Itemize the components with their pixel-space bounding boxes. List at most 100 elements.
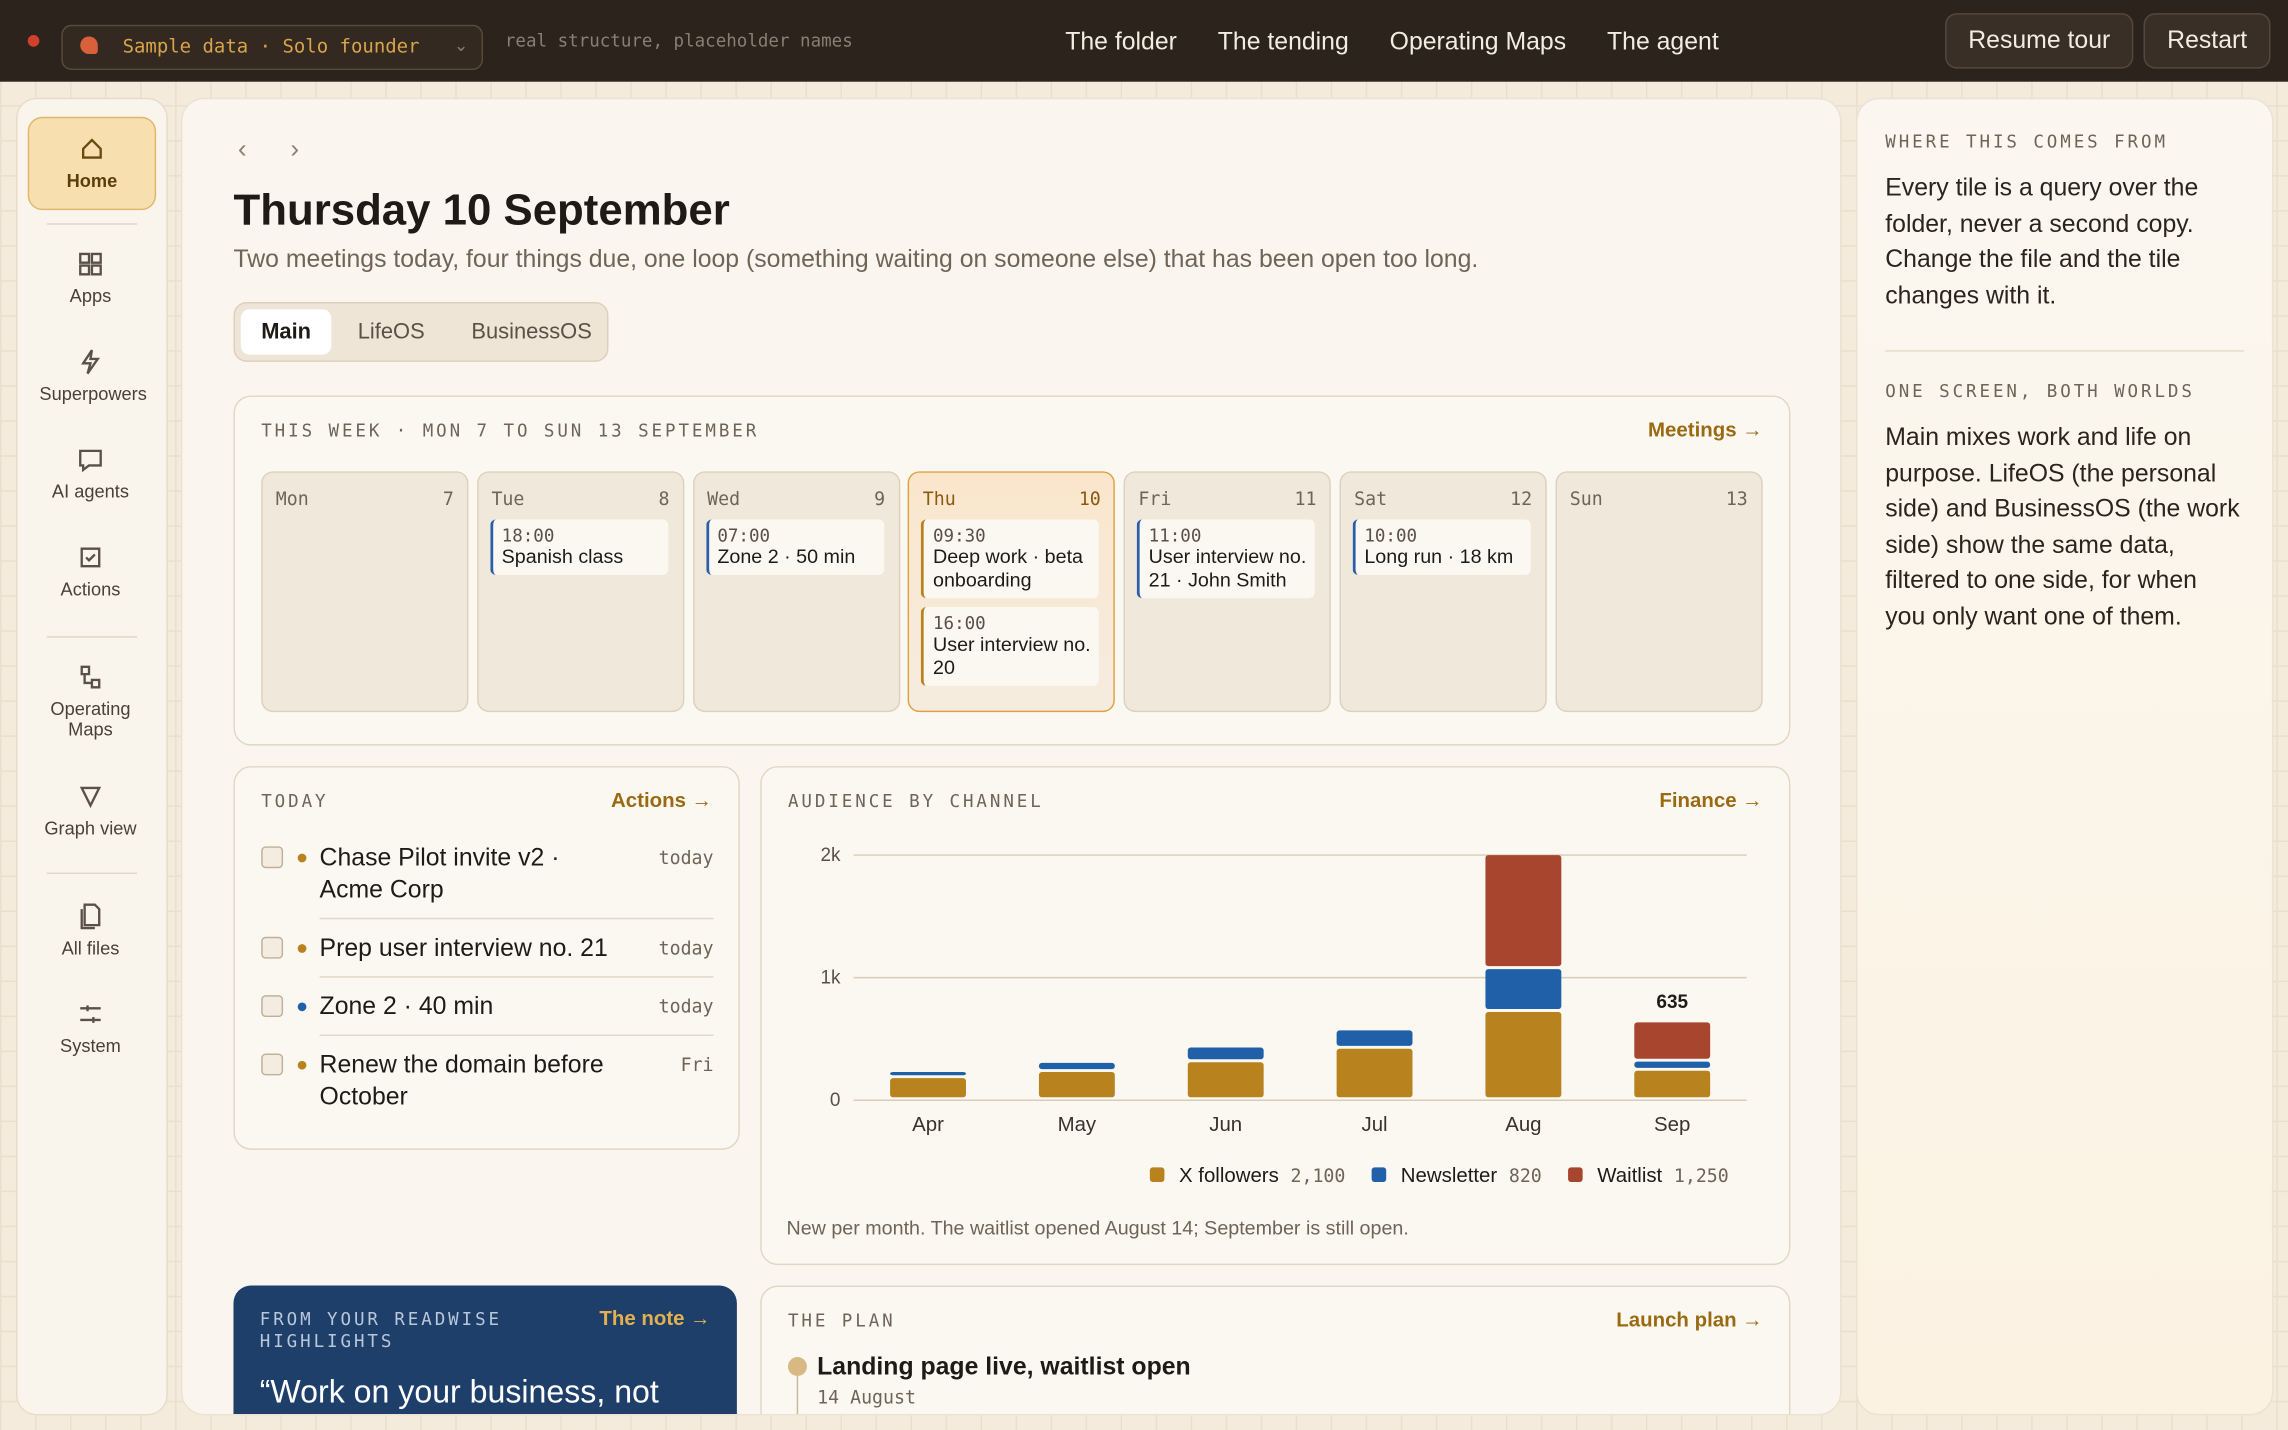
bar-segment [1485,969,1562,1010]
legend-total: 1,250 [1674,1166,1729,1187]
bar-segment [1336,1048,1413,1098]
bar-segment [1485,1011,1562,1098]
legend-label: X followers [1179,1165,1279,1187]
event-text: User interview no. 21 · John Smith [1148,545,1307,591]
checkbox[interactable] [261,846,284,869]
sidebar-item[interactable]: Superpowers [28,336,153,409]
day-date: 11 [1294,487,1317,510]
plan-title: THE PLAN [787,1310,896,1331]
button[interactable]: Restart [2143,13,2271,69]
tab[interactable]: Main [240,309,332,355]
icon [79,252,102,276]
day-name: Mon [275,487,309,510]
sidebar-label: Actions [60,579,121,600]
day: Sun 13 [1555,471,1763,713]
todo-due: Fri [680,1053,714,1076]
forward[interactable]: › [290,134,300,164]
event: 09:30 Deep work · beta onboarding [921,519,1100,599]
legend-swatch [1371,1167,1387,1182]
nav-link[interactable]: Operating Maps [1389,27,1567,56]
todo-text: Chase Pilot invite v2 · Acme Corp [319,843,560,904]
day-date: 10 [1078,487,1101,510]
todo-text: Zone 2 · 40 min [319,992,494,1020]
bar-segment [890,1078,966,1098]
y-tick-label: 1k [820,967,841,988]
todo: Renew the domain before October Fri [261,1049,714,1113]
separator [46,223,138,225]
legend-swatch [1568,1167,1583,1182]
day-date: 8 [658,487,670,510]
separator [46,636,138,638]
event: 11:00 User interview no. 21 · John Smith [1136,519,1315,599]
today-card: TODAY Actions → Chase Pilot invite v2 · … [233,766,740,1150]
todo-due: today [658,995,714,1018]
tab[interactable]: LifeOS [357,319,425,345]
nav-link[interactable]: The folder [1065,27,1177,56]
plan-line [796,1368,799,1414]
event-time: 18:00 [501,525,555,546]
day-name: Sun [1569,487,1603,510]
sidebar-label: AI agents [51,481,130,502]
sidebar-item[interactable]: AI agents [28,433,153,506]
badge[interactable]: Sample data · Solo founder ⌄ [61,24,483,71]
nav-link[interactable]: The agent [1606,27,1719,56]
readwise-title: FROM YOUR READWISE HIGHLIGHTS [259,1308,503,1352]
legend-swatch [1149,1167,1165,1182]
sidebar-item[interactable]: Graph view [28,770,153,843]
chart: 0 1k 2k Apr May Jun Jul Aug Sep 635 X followers 2,1… [787,845,1747,1239]
event-time: 09:30 [932,525,986,546]
x-tick-label: Aug [1505,1114,1541,1136]
sidebar-item[interactable]: Operating Maps [28,651,153,741]
button[interactable]: Resume tour [1944,13,2134,69]
sidebar-item[interactable]: Apps [28,238,153,311]
readwise-link[interactable]: The note → [599,1305,711,1330]
icon [80,665,101,689]
checkbox[interactable] [261,995,284,1018]
icon [80,349,101,375]
chart-note: New per month. The waitlist opened Augus… [787,1217,1409,1239]
sidebar-item[interactable]: Actions [28,531,153,604]
day-name: Sat [1354,487,1388,510]
dot [297,1002,307,1012]
bar-segment [890,1072,966,1076]
week-link[interactable]: Meetings → [1648,417,1763,441]
plan-link[interactable]: Launch plan → [1616,1307,1763,1331]
legend-label: Waitlist [1597,1165,1662,1187]
event-text: Deep work · beta onboarding [932,545,1084,591]
sidebar-item[interactable]: System [28,988,153,1061]
main-panel: ‹ › Thursday 10 September Two meetings t… [180,97,1842,1416]
chart-link[interactable]: Finance → [1659,787,1763,812]
event: 18:00 Spanish class [489,519,669,575]
tab[interactable]: BusinessOS [471,319,592,345]
bar-segment [1336,1030,1413,1046]
day-date: 12 [1510,487,1533,510]
day: Thu 10 09:30 Deep work · beta onboarding 16:… [908,471,1116,713]
back[interactable]: ‹ [237,134,247,164]
day: Mon 7 [261,471,469,713]
today-link[interactable]: Actions → [611,787,713,812]
dot [297,1060,307,1070]
page-title: Thursday 10 September [233,186,730,235]
event-time: 11:00 [1148,525,1202,546]
chart-title: AUDIENCE BY CHANNEL [787,790,1044,812]
day-date: 13 [1725,487,1748,510]
day: Wed 9 07:00 Zone 2 · 50 min [692,471,900,713]
legend-label: Newsletter [1401,1165,1498,1187]
separator [46,872,138,875]
checkbox[interactable] [261,1053,284,1076]
sidebar-item[interactable]: Home [27,116,157,211]
aside-title: ONE SCREEN, BOTH WORLDS [1885,380,2195,402]
sidebar-label: Operating Maps [50,698,131,740]
checkbox[interactable] [261,936,284,959]
day-date: 7 [442,487,454,510]
icon [79,449,102,473]
icon [82,138,102,159]
event-text: Zone 2 · 50 min [717,545,856,568]
separator [319,1034,714,1037]
day-name: Wed [707,487,741,510]
sidebar-item[interactable]: All files [28,890,153,963]
dot [297,944,307,953]
nav-link[interactable]: The tending [1217,27,1349,56]
